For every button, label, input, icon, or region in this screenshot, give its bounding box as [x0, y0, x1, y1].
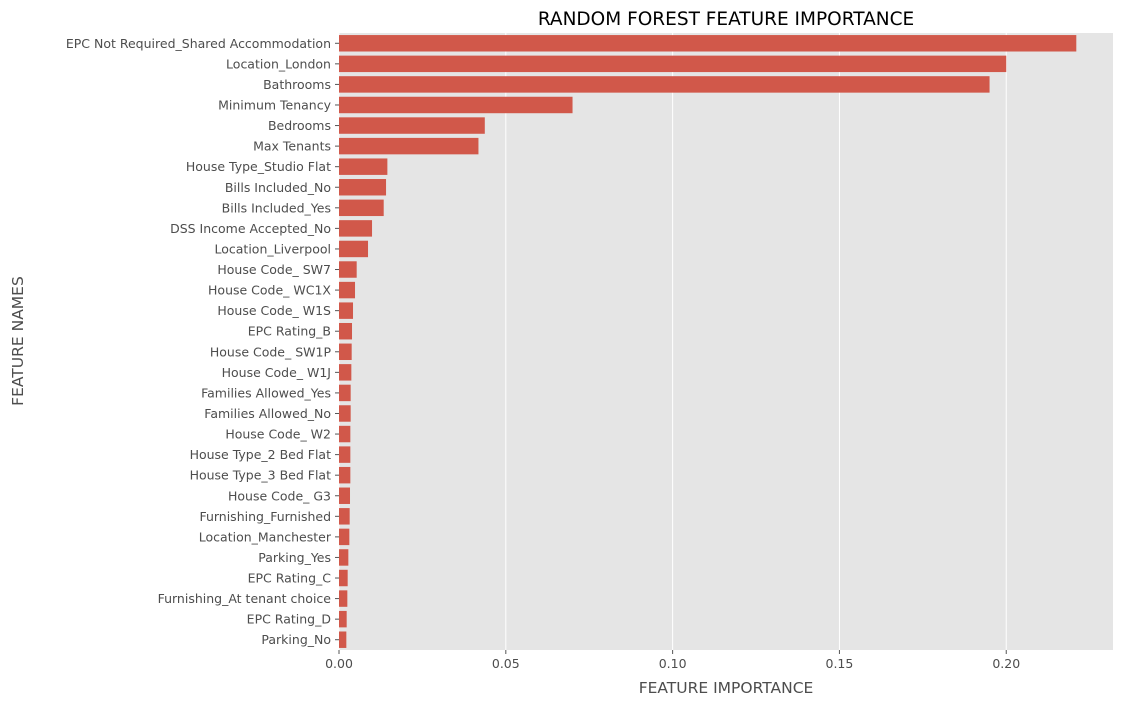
y-tick-label: House Code_ WC1X: [208, 283, 331, 298]
bar: [339, 179, 387, 196]
y-tick-label: EPC Rating_B: [248, 324, 331, 339]
y-tick-label: Bills Included_Yes: [222, 200, 331, 215]
x-tick-label: 0.05: [492, 656, 520, 671]
y-tick-label: Parking_No: [261, 632, 331, 647]
y-tick-label: Max Tenants: [253, 139, 331, 154]
bar: [339, 569, 348, 587]
y-tick-label: Parking_Yes: [258, 550, 331, 565]
y-tick-label: Location_Liverpool: [215, 241, 332, 256]
gridlines: [338, 33, 1007, 650]
x-tick-labels: 0.00 0.05 0.10 0.15 0.20: [325, 650, 1020, 671]
y-tick-label: House Type_2 Bed Flat: [190, 447, 332, 462]
y-tick-label: House Code_ SW1P: [210, 344, 332, 359]
y-tick-label: Location_Manchester: [199, 529, 332, 544]
y-tick-label: Furnishing_At tenant choice: [158, 591, 332, 606]
x-tick-label: 0.00: [325, 656, 353, 671]
chart-title: RANDOM FOREST FEATURE IMPORTANCE: [538, 9, 914, 30]
y-tick-label: EPC Rating_C: [248, 571, 332, 586]
y-tick-label: Families Allowed_No: [204, 406, 331, 421]
bar: [339, 343, 352, 361]
bar: [339, 528, 350, 546]
y-tick-label: Furnishing_Furnished: [199, 509, 331, 524]
bar: [339, 322, 353, 340]
bar: [339, 384, 351, 402]
bar: [339, 631, 347, 648]
bars: [339, 35, 1077, 648]
y-tick-label: Bedrooms: [268, 118, 331, 133]
y-tick-label: Bathrooms: [263, 77, 331, 92]
bar: [339, 405, 351, 422]
x-tick-label: 0.10: [659, 656, 687, 671]
bar: [339, 446, 351, 463]
x-tick-label: 0.20: [992, 656, 1020, 671]
y-tick-label: Bills Included_No: [225, 180, 331, 195]
y-tick-label: House Code_ G3: [228, 488, 331, 503]
bar: [339, 590, 348, 607]
bar: [339, 364, 352, 381]
bar: [339, 281, 356, 299]
x-tick-label: 0.15: [826, 656, 854, 671]
bar: [339, 76, 990, 93]
bar: [339, 199, 384, 217]
bar: [339, 137, 479, 155]
bar: [339, 261, 357, 278]
y-axis-title: FEATURE NAMES: [9, 276, 27, 406]
y-tick-label: DSS Income Accepted_No: [170, 221, 331, 236]
y-tick-label: House Code_ W1S: [217, 303, 331, 318]
y-tick-label: House Code_ SW7: [217, 262, 331, 277]
y-tick-label: House Type_3 Bed Flat: [190, 468, 332, 483]
bar: [339, 220, 373, 237]
y-tick-label: House Type_Studio Flat: [186, 159, 331, 174]
y-tick-label: House Code_ W1J: [222, 365, 331, 380]
bar: [339, 55, 1007, 73]
x-axis-title: FEATURE IMPORTANCE: [639, 679, 814, 697]
y-tick-label: EPC Not Required_Shared Accommodation: [66, 36, 331, 51]
bar: [339, 549, 349, 566]
bar: [339, 425, 351, 443]
bar: [339, 240, 369, 258]
bar: [339, 508, 350, 525]
plot-area: [339, 33, 1113, 650]
y-tick-label: EPC Rating_D: [247, 612, 331, 627]
y-tick-label: Families Allowed_Yes: [201, 385, 331, 400]
bar: [339, 35, 1077, 52]
y-tick-label: House Code_ W2: [225, 427, 331, 442]
y-tick-label: Location_London: [226, 56, 331, 71]
bar: [339, 96, 573, 114]
y-tick-label: Minimum Tenancy: [218, 97, 331, 112]
bar: [339, 610, 347, 628]
bar: [339, 487, 351, 504]
bar: [339, 302, 354, 319]
bar: [339, 158, 388, 175]
bar: [339, 466, 351, 484]
bar: [339, 117, 485, 134]
y-tick-labels: EPC Not Required_Shared Accommodation Loc…: [66, 36, 339, 647]
